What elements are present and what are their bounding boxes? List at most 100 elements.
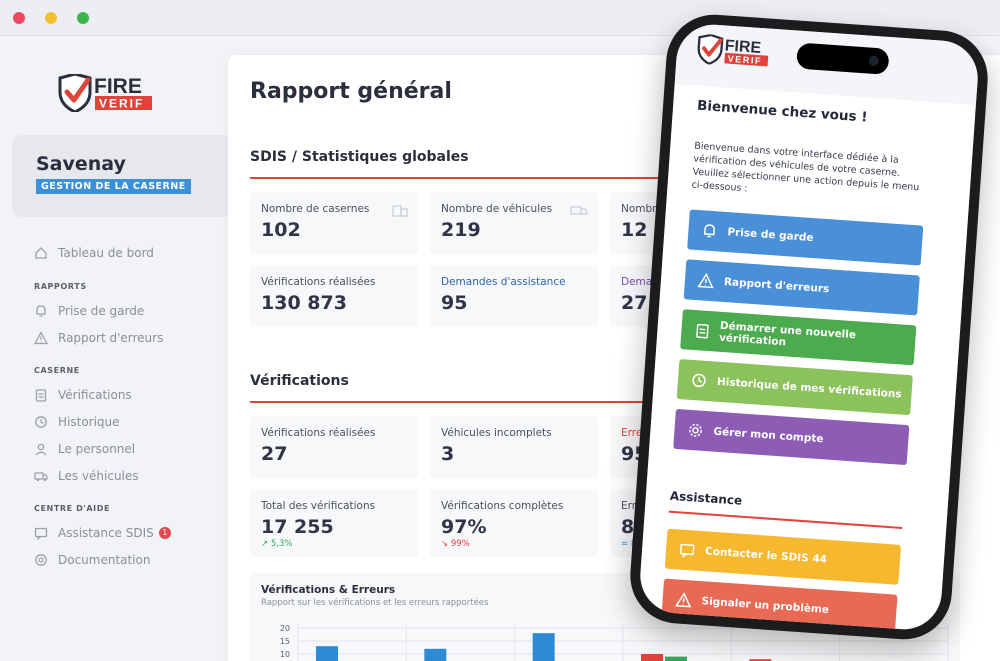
clipboard-icon <box>693 321 711 340</box>
home-icon <box>34 246 48 260</box>
nav-historique[interactable]: Historique <box>34 414 120 430</box>
section-centre-aide: CENTRE D'AIDE <box>34 504 111 513</box>
building-icon <box>392 202 408 221</box>
chart-bar-erreurs[interactable] <box>749 659 772 661</box>
gear-icon <box>686 421 705 440</box>
action-historique-button[interactable]: Historique de mes vérifications <box>676 359 913 416</box>
stat-label: Vérifications complètes <box>441 500 564 512</box>
logo-fire-text: FIRE <box>94 75 142 98</box>
assistance-count-badge: 1 <box>158 527 171 539</box>
chart-bar-compl-tes[interactable] <box>665 656 687 661</box>
history-icon <box>689 371 708 390</box>
chart-bar-v-rifications[interactable] <box>316 646 338 661</box>
nav-documentation[interactable]: Documentation <box>34 552 151 568</box>
stat-label: Vérifications réalisées <box>261 276 376 288</box>
signaler-probleme-button[interactable]: Signaler un problème <box>661 578 898 632</box>
stat-card-verif-realisees: Vérifications réalisées 27 <box>250 416 418 478</box>
stat-value: 3 <box>441 443 455 465</box>
bell-icon <box>700 221 719 240</box>
minimize-window-button[interactable] <box>45 12 57 24</box>
close-window-button[interactable] <box>13 12 25 24</box>
stat-value: 95 <box>441 292 468 314</box>
nav-assistance-sdis[interactable]: Assistance SDIS 1 <box>34 525 171 541</box>
nav-assistance-sdis-label: Assistance SDIS <box>58 526 154 540</box>
caserne-role-badge: GESTION DE LA CASERNE <box>36 179 191 194</box>
stat-value: 27 <box>621 292 648 314</box>
nav-rapport-erreurs-label: Rapport d'erreurs <box>58 331 164 345</box>
trend-down: ↘ 99% <box>441 539 470 549</box>
stat-label: Nombre de casernes <box>261 203 370 215</box>
verifications-divider <box>250 401 960 403</box>
action-prise-de-garde-button[interactable]: Prise de garde <box>687 209 924 266</box>
nav-tableau-de-bord-label: Tableau de bord <box>58 246 154 260</box>
caserne-name: Savenay <box>36 153 126 175</box>
stat-value: 27 <box>261 443 288 465</box>
stat-label: Véhicules incomplets <box>441 427 552 439</box>
camera-icon <box>868 55 880 67</box>
nav-rapport-erreurs[interactable]: Rapport d'erreurs <box>34 330 163 346</box>
nav-vehicules[interactable]: Les véhicules <box>34 468 139 484</box>
trend-down-icon: ↘ <box>441 539 449 549</box>
nav-verifications[interactable]: Vérifications <box>34 387 132 403</box>
nav-historique-label: Historique <box>58 415 120 429</box>
action-label: Contacter le SDIS 44 <box>704 545 828 566</box>
stat-card-verifications-completes: Vérifications complètes 97% ↘ 99% <box>430 489 598 557</box>
chart-subtitle: Rapport sur les vérifications et les err… <box>261 598 489 608</box>
stat-value: 97% <box>441 516 487 538</box>
nav-verifications-label: Vérifications <box>58 388 132 402</box>
trend-value: 99% <box>450 539 470 549</box>
maximize-window-button[interactable] <box>77 12 89 24</box>
global-stats-title: SDIS / Statistiques globales <box>250 149 469 165</box>
history-icon <box>34 415 48 429</box>
contacter-sdis-button[interactable]: Contacter le SDIS 44 <box>664 528 902 585</box>
chart-y-tick-label: 15 <box>280 637 290 646</box>
stat-value: 219 <box>441 219 481 241</box>
chart-bar-v-rifications[interactable] <box>532 633 555 661</box>
clipboard-icon <box>34 388 48 402</box>
stat-value: 102 <box>261 219 301 241</box>
sidebar: FIRE VERIF Savenay GESTION DE LA CASERNE… <box>0 37 234 661</box>
nav-prise-de-garde[interactable]: Prise de garde <box>34 303 144 319</box>
logo-fire-text: FIRE <box>724 37 762 57</box>
help-circle-icon <box>34 553 48 567</box>
verifications-title: Vérifications <box>250 373 349 389</box>
nav-tableau-de-bord[interactable]: Tableau de bord <box>34 245 154 261</box>
stat-label: Demandes d'assistance <box>441 276 566 288</box>
verifications-chart: 20 15 10 <box>280 624 949 661</box>
chart-bar-erreurs[interactable] <box>641 654 663 661</box>
stat-card-casernes: Nombre de casernes 102 <box>250 192 418 254</box>
action-label: Rapport d'erreurs <box>723 275 830 296</box>
chat-icon <box>34 526 48 540</box>
phone-screen: FIRE VERIF Bienvenue chez vous ! Bienven… <box>637 22 981 632</box>
assistance-divider <box>668 510 903 529</box>
caserne-card[interactable]: Savenay GESTION DE LA CASERNE <box>12 135 234 217</box>
stat-label: Nombre de véhicules <box>441 203 553 215</box>
stat-value: 130 873 <box>261 292 347 314</box>
shield-check-logo-icon: FIRE VERIF <box>697 33 769 67</box>
logo-verif-text: VERIF <box>99 97 144 111</box>
action-nouvelle-verification-button[interactable]: Démarrer une nouvelle vérification <box>680 309 917 366</box>
nav-prise-de-garde-label: Prise de garde <box>58 304 145 318</box>
nav-personnel[interactable]: Le personnel <box>34 441 135 457</box>
stat-card-verifications-realisees: Vérifications réalisées 130 873 <box>250 265 418 327</box>
stat-card-demandes-assistance: Demandes d'assistance 95 <box>430 265 598 327</box>
welcome-text: Bienvenue dans votre interface dédiée à … <box>691 140 920 195</box>
stat-label: Total des vérifications <box>261 500 376 512</box>
trend-value: 5,3% <box>270 539 293 549</box>
nav-vehicules-label: Les véhicules <box>58 469 139 483</box>
phone-logo[interactable]: FIRE VERIF <box>696 33 774 73</box>
firefighter-icon <box>34 442 48 456</box>
firevérif-logo[interactable]: FIRE VERIF <box>58 72 158 114</box>
stat-label: Vérifications réalisées <box>261 427 376 439</box>
action-rapport-erreurs-button[interactable]: Rapport d'erreurs <box>683 259 920 316</box>
action-label: Signaler un problème <box>701 595 830 617</box>
action-gerer-compte-button[interactable]: Gérer mon compte <box>673 408 910 466</box>
phone-header: FIRE VERIF <box>674 22 981 106</box>
dynamic-island <box>796 42 890 75</box>
chart-bar-v-rifications[interactable] <box>424 648 447 661</box>
welcome-title: Bienvenue chez vous ! <box>696 97 868 126</box>
nav-personnel-label: Le personnel <box>58 442 136 456</box>
window-titlebar <box>0 0 1000 36</box>
action-label: Prise de garde <box>727 226 814 245</box>
